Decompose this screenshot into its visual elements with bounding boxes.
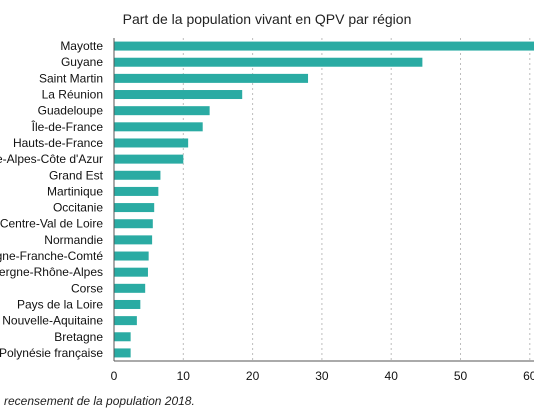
x-tick-label-20: 20 [246,369,260,383]
source-note: recensement de la population 2018. [4,394,195,408]
bar-corse [114,283,146,293]
category-label-corse: Corse [71,281,103,295]
bar-normandie [114,235,153,245]
chart-title: Part de la population vivant en QPV par … [123,11,412,27]
category-label-normandie: Normandie [44,233,103,247]
bar-la-reunion [114,90,243,100]
category-label-occitanie: Occitanie [53,201,103,215]
category-labels: Mayotte Guyane Saint Martin La Réunion Guade… [0,39,104,360]
bar-bretagne [114,332,131,342]
bar-nouvelle-aquitaine [114,316,137,326]
category-label-bourgogne-franche-comte: Bourgogne-Franche-Comté [0,249,103,263]
x-tick-labels: 0 10 20 30 40 50 60 [111,369,534,383]
category-label-martinique: Martinique [47,184,103,198]
bar-hauts-de-france [114,138,189,148]
bar-bourgogne-franche-comte [114,251,149,261]
bar-grand-est [114,170,161,180]
bar-saint-martin [114,73,309,83]
bar-pays-de-la-loire [114,299,141,309]
x-tick-label-0: 0 [111,369,118,383]
category-label-hauts-de-france: Hauts-de-France [13,136,103,150]
category-label-nouvelle-aquitaine: Nouvelle-Aquitaine [2,314,103,328]
x-tick-label-10: 10 [177,369,191,383]
category-label-la-reunion: La Réunion [42,88,103,102]
category-label-saint-martin: Saint Martin [39,71,103,85]
bar-polynesie-francaise [114,348,131,358]
category-label-mayotte: Mayotte [60,39,103,53]
category-label-grand-est: Grand Est [49,168,104,182]
category-label-bretagne: Bretagne [54,330,103,344]
x-tick-label-40: 40 [385,369,399,383]
category-label-auvergne-rhone-alpes: Auvergne-Rhône-Alpes [0,265,103,279]
bar-provence-alpes-cote-d-azur [114,154,184,164]
bar-guadeloupe [114,106,210,116]
category-label-ile-de-france: Île-de-France [31,119,104,134]
grid-lines [182,38,531,361]
category-label-pays-de-la-loire: Pays de la Loire [17,297,103,311]
x-tick-label-60: 60 [523,369,534,383]
bar-guyane [114,57,423,67]
bar-ile-de-france [114,122,203,132]
category-label-provence-alpes-cote-d-azur: Provence-Alpes-Côte d'Azur [0,152,103,166]
x-tick-label-30: 30 [315,369,329,383]
bar-mayotte [114,41,534,51]
bar-centre-val-de-loire [114,219,153,229]
category-label-polynesie-francaise: Polynésie française [0,346,103,360]
bar-auvergne-rhone-alpes [114,267,148,277]
bar-occitanie [114,203,155,213]
bars [114,41,534,358]
bar-martinique [114,186,159,196]
x-tick-label-50: 50 [454,369,468,383]
category-label-guyane: Guyane [61,55,103,69]
category-label-centre-val-de-loire: Centre-Val de Loire [0,217,103,231]
category-label-guadeloupe: Guadeloupe [38,104,104,118]
